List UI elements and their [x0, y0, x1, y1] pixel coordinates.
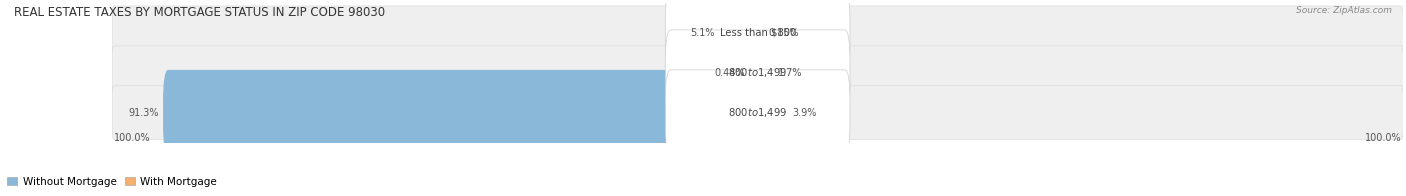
Text: Less than $800: Less than $800	[720, 28, 796, 38]
FancyBboxPatch shape	[752, 70, 787, 155]
FancyBboxPatch shape	[749, 30, 763, 115]
Text: REAL ESTATE TAXES BY MORTGAGE STATUS IN ZIP CODE 98030: REAL ESTATE TAXES BY MORTGAGE STATUS IN …	[14, 6, 385, 19]
FancyBboxPatch shape	[112, 86, 1403, 139]
FancyBboxPatch shape	[665, 70, 851, 155]
Text: 100.0%: 100.0%	[114, 133, 150, 143]
Text: 5.1%: 5.1%	[690, 28, 716, 38]
FancyBboxPatch shape	[163, 70, 763, 155]
FancyBboxPatch shape	[112, 6, 1403, 59]
FancyBboxPatch shape	[752, 0, 763, 75]
Text: 3.9%: 3.9%	[793, 108, 817, 118]
Text: 1.7%: 1.7%	[779, 68, 803, 78]
Text: $800 to $1,499: $800 to $1,499	[728, 66, 787, 79]
Text: 100.0%: 100.0%	[1365, 133, 1402, 143]
Text: 91.3%: 91.3%	[128, 108, 159, 118]
Text: $800 to $1,499: $800 to $1,499	[728, 106, 787, 119]
Legend: Without Mortgage, With Mortgage: Without Mortgage, With Mortgage	[3, 173, 221, 191]
FancyBboxPatch shape	[665, 30, 851, 115]
FancyBboxPatch shape	[752, 30, 773, 115]
Text: 0.15%: 0.15%	[768, 28, 799, 38]
Text: 0.44%: 0.44%	[714, 68, 745, 78]
FancyBboxPatch shape	[720, 0, 763, 75]
FancyBboxPatch shape	[665, 0, 851, 75]
Text: Source: ZipAtlas.com: Source: ZipAtlas.com	[1296, 6, 1392, 15]
FancyBboxPatch shape	[112, 46, 1403, 99]
